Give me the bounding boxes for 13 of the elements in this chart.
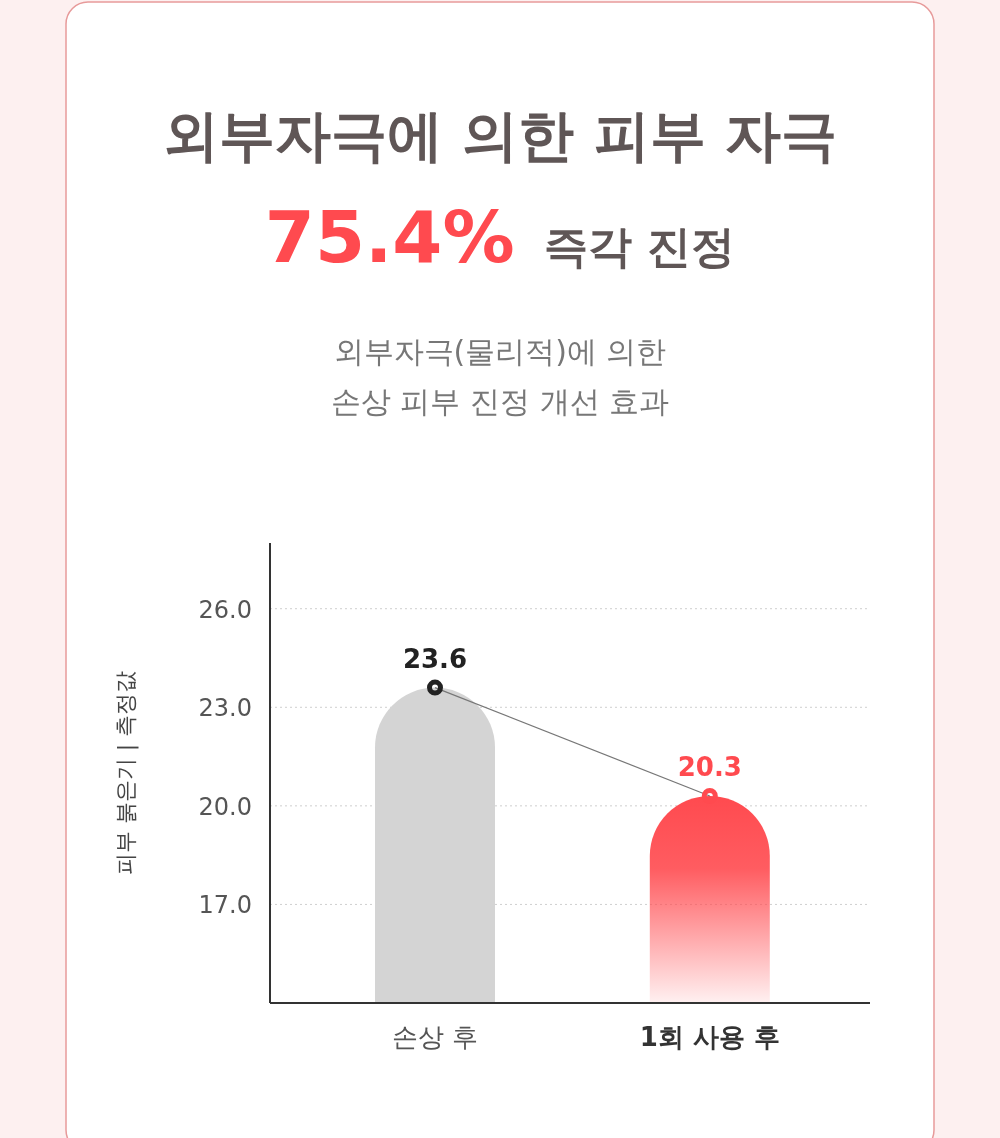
y-axis-title: 피부 붉은기 | 측정값 xyxy=(113,670,139,876)
text: 외부자극(물리적)에 의한 xyxy=(333,334,667,369)
y-tick-label: 23.0 xyxy=(198,694,252,723)
data-label: 23.6 xyxy=(402,643,468,674)
x-tick-label: 1회 사용 후 xyxy=(639,1022,780,1052)
text: 손상 피부 진정 개선 효과 xyxy=(330,384,670,419)
chart-title: 외부자극에 의한 피부 자극 xyxy=(162,103,838,168)
y-tick-label: 17.0 xyxy=(198,891,252,920)
y-tick-label: 26.0 xyxy=(198,595,252,624)
x-tick-label: 손상 후 xyxy=(391,1022,479,1052)
y-tick-label: 20.0 xyxy=(198,792,252,821)
chart-subtitle: 75.4% 즉각 진정 xyxy=(264,195,736,279)
data-label: 20.3 xyxy=(677,752,742,782)
